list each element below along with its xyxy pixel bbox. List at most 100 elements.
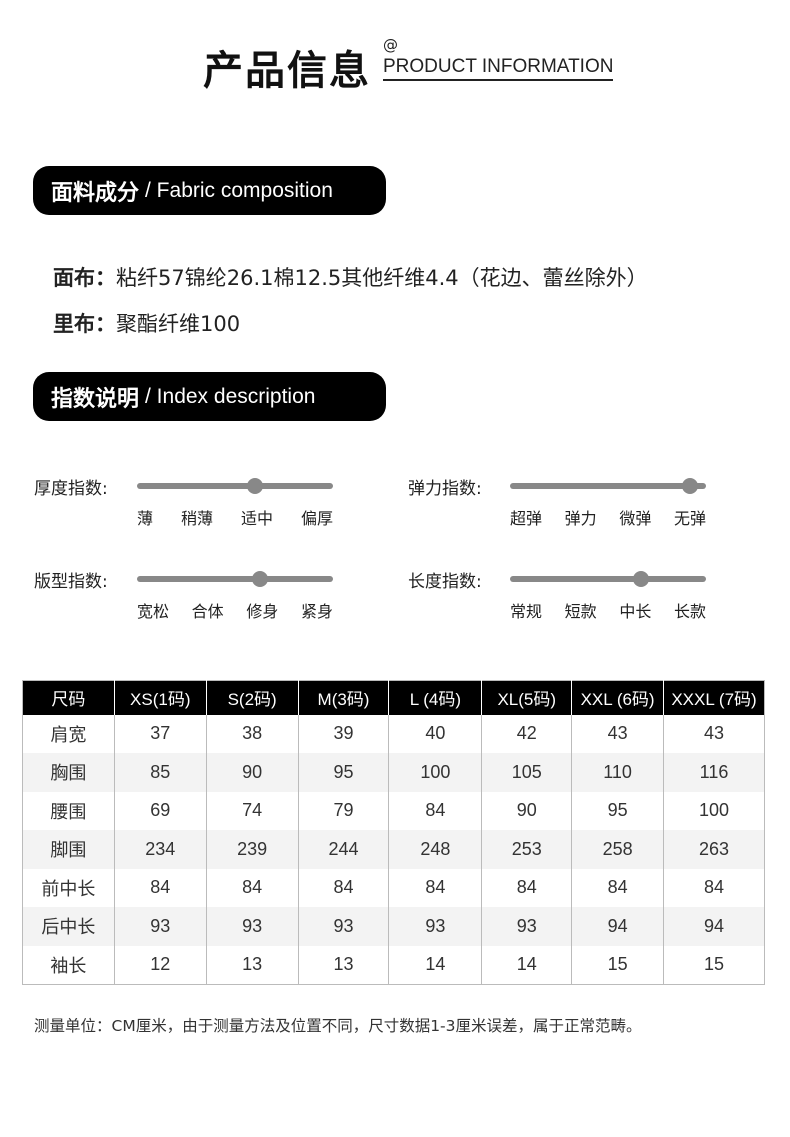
index-heading: 指数说明 / Index description (33, 372, 386, 421)
table-cell: 84 (481, 868, 572, 907)
table-cell: 42 (481, 714, 572, 753)
table-row: 胸围 85 90 95 100 105 110 116 (22, 753, 765, 792)
table-cell: 100 (663, 791, 765, 830)
table-cell: 93 (481, 907, 572, 946)
column-header: M(3码) (297, 680, 389, 715)
index-tick: 无弹 (673, 509, 706, 528)
table-cell: 100 (388, 753, 482, 792)
column-header: 尺码 (22, 680, 115, 715)
index-tick: 适中 (240, 509, 273, 528)
index-tick: 修身 (246, 602, 279, 621)
table-cell: 93 (388, 907, 482, 946)
table-cell: 37 (113, 714, 207, 753)
table-cell: 12 (113, 945, 207, 984)
index-knob (252, 571, 269, 587)
index-label: 长度指数: (408, 572, 482, 592)
measurement-note: 测量单位：CM厘米，由于测量方法及位置不同，尺寸数据1-3厘米误差，属于正常范畴… (34, 1017, 642, 1035)
table-cell: 69 (113, 791, 207, 830)
table-row: 肩宽 37 38 39 40 42 43 43 (23, 714, 765, 753)
table-cell: 43 (571, 714, 664, 753)
table-cell: 253 (481, 830, 572, 869)
column-header: XXL (6码) (571, 680, 664, 715)
column-header: L (4码) (388, 680, 482, 715)
size-table: 尺码 XS(1码) S(2码) M(3码) L (4码) XL(5码) XXL (6码) XX… (22, 680, 765, 985)
row-label: 肩宽 (50, 724, 87, 745)
table-cell: 85 (113, 753, 207, 792)
index-heading-en: / Index description (145, 384, 316, 408)
index-tick: 稍薄 (180, 509, 213, 528)
table-cell: 239 (205, 830, 299, 869)
index-tick: 薄 (137, 509, 154, 528)
index-tick: 长款 (673, 602, 706, 621)
table-cell: 94 (663, 907, 765, 946)
page-subtitle: PRODUCT INFORMATION (383, 56, 614, 81)
table-cell: 84 (663, 868, 765, 907)
index-ticks: 宽松 合体 修身 紧身 (137, 598, 333, 622)
row-label: 袖长 (50, 955, 87, 976)
lining-fabric: 里布：聚酯纤维100 (53, 308, 240, 338)
table-row: 腰围 69 74 79 84 90 95 100 (23, 791, 765, 830)
table-cell: 93 (205, 907, 299, 946)
table-cell: 84 (388, 791, 482, 830)
outer-label: 面布： (53, 266, 116, 290)
index-knob (246, 478, 263, 494)
table-cell: 244 (297, 830, 389, 869)
table-cell: 13 (205, 945, 299, 984)
index-knob (633, 571, 650, 587)
table-cell: 15 (571, 945, 664, 984)
index-ticks: 常规 短款 中长 长款 (510, 598, 706, 622)
table-cell: 79 (297, 791, 389, 830)
index-label: 弹力指数: (408, 479, 482, 499)
table-cell: 14 (481, 945, 572, 984)
index-tick: 短款 (564, 602, 597, 621)
table-cell: 84 (388, 868, 482, 907)
fabric-heading: 面料成分 / Fabric composition (33, 166, 386, 215)
table-cell: 248 (388, 830, 482, 869)
column-header: XS(1码) (113, 680, 207, 715)
table-row: 脚围 234 239 244 248 253 258 263 (22, 830, 765, 869)
table-cell: 116 (663, 753, 765, 792)
table-cell: 40 (388, 714, 482, 753)
table-cell: 95 (571, 791, 664, 830)
table-cell: 94 (571, 907, 664, 946)
index-heading-cn: 指数说明 (51, 386, 140, 412)
table-cell: 258 (571, 830, 664, 869)
index-ticks: 薄 稍薄 适中 偏厚 (137, 505, 333, 529)
table-cell: 84 (297, 868, 389, 907)
table-cell: 105 (481, 753, 572, 792)
table-cell: 38 (205, 714, 299, 753)
index-tick: 紧身 (300, 602, 333, 621)
table-cell: 84 (113, 868, 207, 907)
table-cell: 263 (663, 830, 765, 869)
index-label: 版型指数: (34, 572, 108, 592)
fabric-heading-en: / Fabric composition (145, 178, 333, 202)
row-label: 脚围 (22, 830, 115, 869)
fabric-heading-cn: 面料成分 (51, 180, 140, 206)
index-slider (137, 478, 333, 494)
table-cell: 84 (205, 868, 299, 907)
outer-value: 粘纤57锦纶26.1棉12.5其他纤维4.4（花边、蕾丝除外） (116, 266, 648, 290)
row-label: 前中长 (41, 878, 96, 899)
outer-fabric: 面布：粘纤57锦纶26.1棉12.5其他纤维4.4（花边、蕾丝除外） (53, 262, 648, 292)
table-cell: 90 (481, 791, 572, 830)
title-at-symbol: @ (383, 36, 398, 54)
row-label: 胸围 (22, 753, 115, 792)
index-ticks: 超弹 弹力 微弹 无弹 (510, 505, 706, 529)
index-tick: 偏厚 (300, 509, 333, 528)
table-cell: 14 (388, 945, 482, 984)
table-cell: 84 (571, 868, 664, 907)
index-tick: 中长 (619, 602, 652, 621)
lining-value: 聚酯纤维100 (116, 312, 241, 336)
table-row: 前中长 84 84 84 84 84 84 84 (23, 868, 765, 907)
table-cell: 15 (663, 945, 765, 984)
table-cell: 93 (297, 907, 389, 946)
table-cell: 110 (571, 753, 664, 792)
table-cell: 93 (113, 907, 207, 946)
page-title: 产品信息 (203, 48, 371, 94)
index-tick: 合体 (191, 602, 224, 621)
row-label: 后中长 (22, 907, 115, 946)
table-cell: 13 (297, 945, 389, 984)
table-cell: 43 (663, 714, 765, 753)
table-cell: 234 (113, 830, 207, 869)
index-tick: 弹力 (564, 509, 597, 528)
